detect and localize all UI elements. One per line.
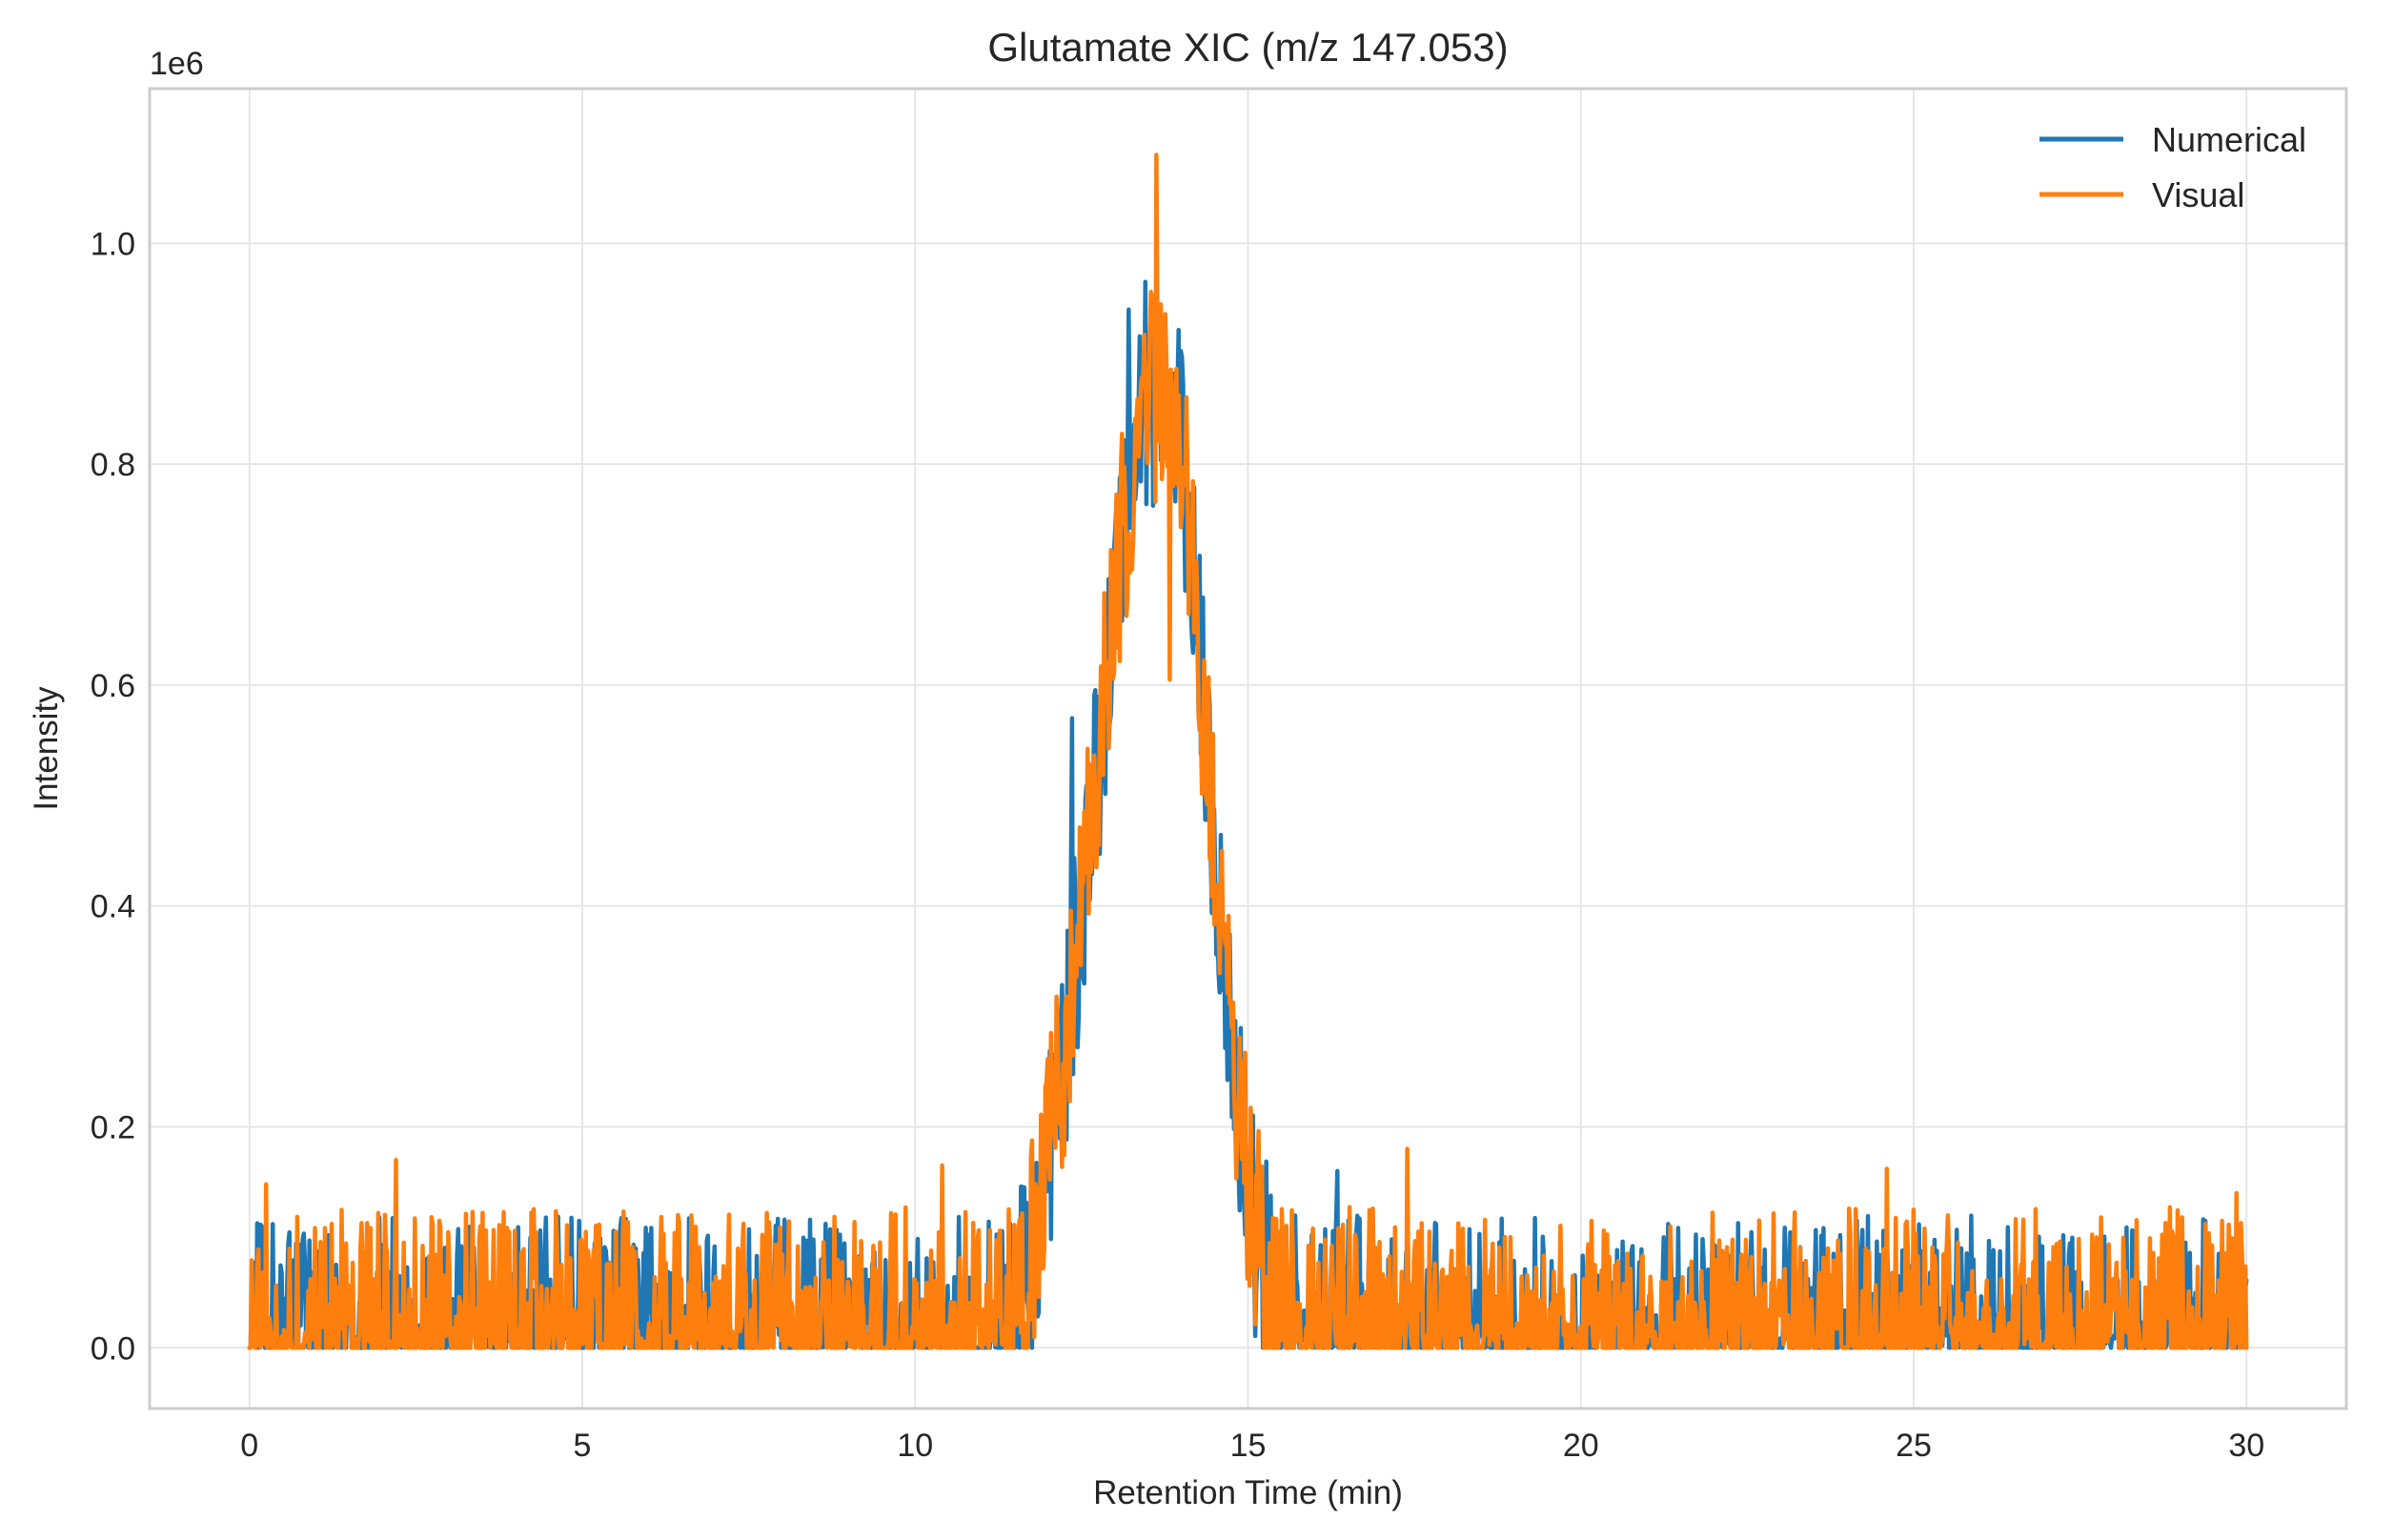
- y-tick-label: 1.0: [91, 226, 135, 262]
- series-line-visual: [247, 152, 2249, 1350]
- x-tick-label: 15: [1230, 1428, 1267, 1464]
- legend: Numerical Visual: [2039, 120, 2306, 214]
- y-tick-label: 0.4: [91, 889, 135, 925]
- y-axis-label: Intensity: [28, 686, 65, 811]
- y-axis-offset-text: 1e6: [150, 46, 204, 82]
- x-tick-label: 30: [2228, 1428, 2264, 1464]
- x-tick-label: 25: [1896, 1428, 1932, 1464]
- y-tick-label: 0.2: [91, 1109, 135, 1145]
- y-tick-label: 0.0: [91, 1330, 135, 1367]
- legend-label-numerical: Numerical: [2152, 120, 2306, 159]
- axes-frame: [148, 87, 2348, 1410]
- x-axis-label: Retention Time (min): [1093, 1474, 1403, 1511]
- plot-area: [247, 152, 2249, 1350]
- legend-label-visual: Visual: [2152, 175, 2244, 214]
- x-tick-label: 5: [574, 1428, 592, 1464]
- x-tick-label: 10: [897, 1428, 933, 1464]
- y-tick-label: 0.6: [91, 668, 135, 704]
- y-tick-label: 0.8: [91, 447, 135, 483]
- x-tick-label: 20: [1563, 1428, 1599, 1464]
- x-tick-label: 0: [240, 1428, 258, 1464]
- tick-labels: 0 5 10 15 20 25 30 0.0 0.2 0.4 0.6 0.8 1.0: [91, 226, 2264, 1464]
- chart-title: Glutamate XIC (m/z 147.053): [987, 25, 1508, 70]
